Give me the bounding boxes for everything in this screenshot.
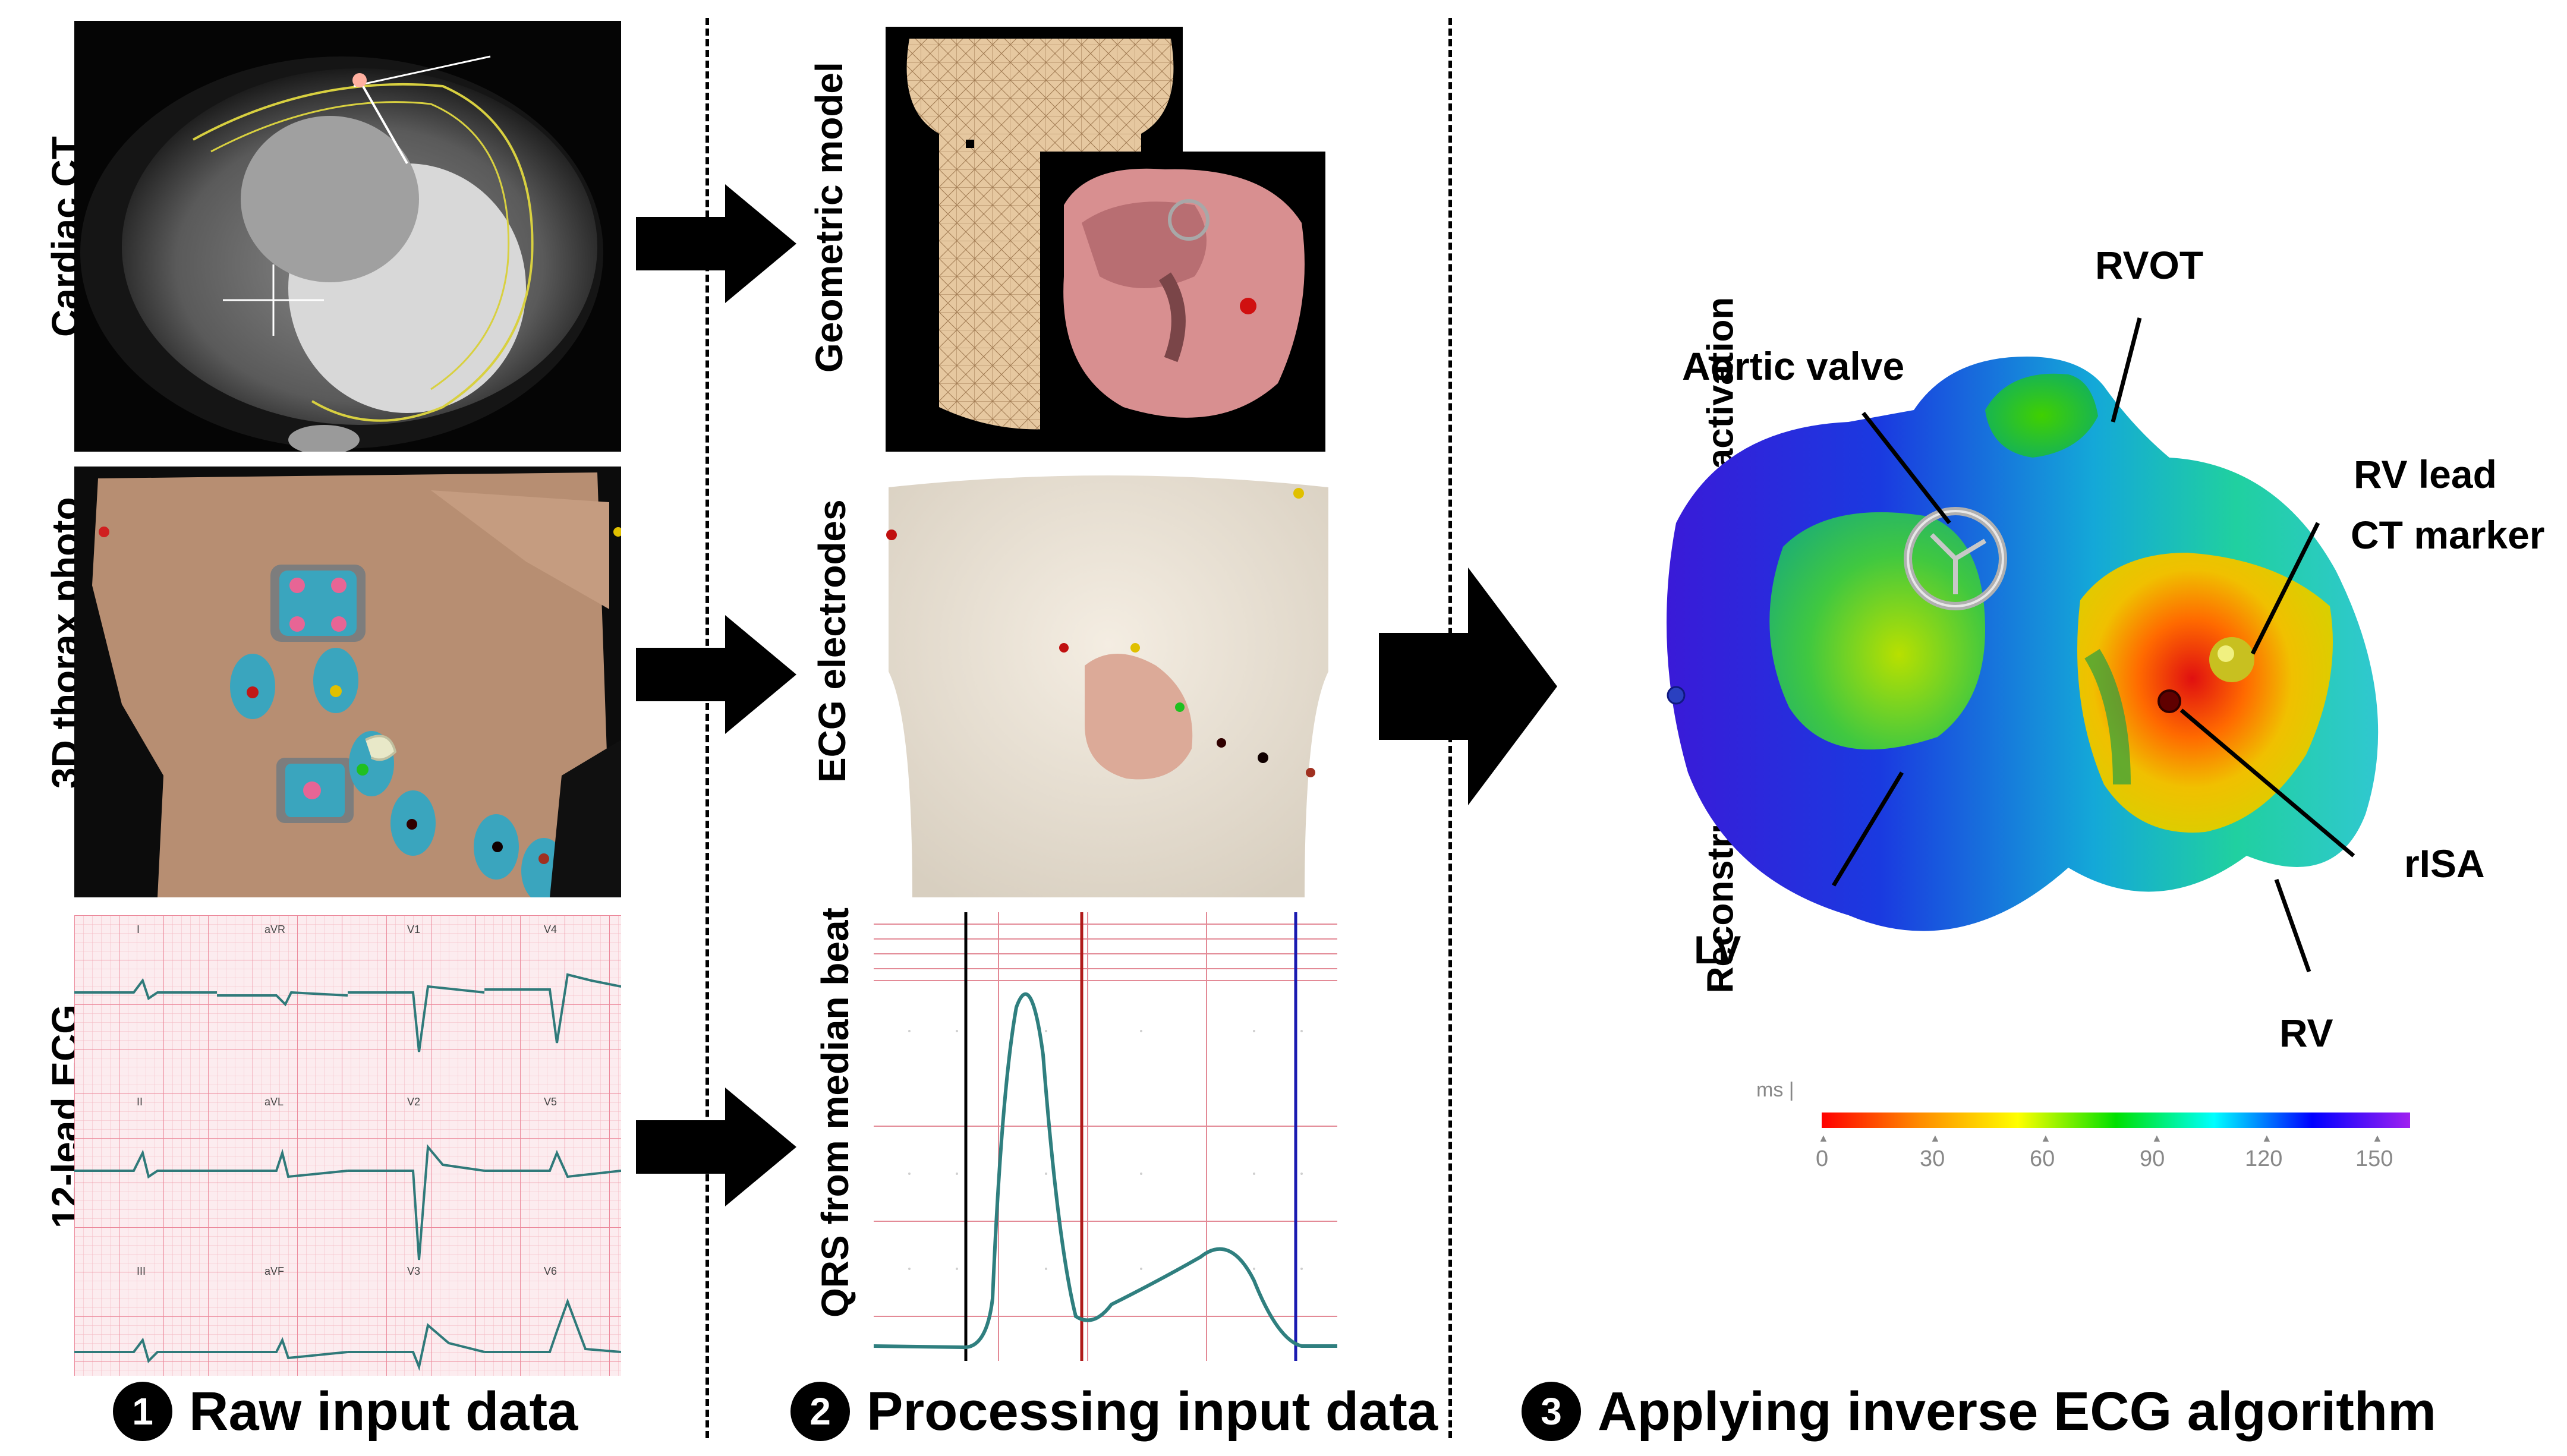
- ecg-lead-label: aVL: [264, 1096, 284, 1108]
- colorbar: [1822, 1113, 2410, 1128]
- geometric-model-image: [886, 27, 1325, 452]
- colorbar-tick-label: 150: [2355, 1146, 2393, 1171]
- ecg-lead-label: V6: [544, 1265, 557, 1277]
- annotation-ct-marker: CT marker: [2351, 513, 2545, 557]
- ecg-electrodes-image: [877, 469, 1340, 897]
- thorax-photo-image: [74, 467, 621, 897]
- ecg-lead-label: aVF: [264, 1265, 284, 1277]
- annotation-lv: LV: [1694, 928, 1741, 972]
- column-divider: [705, 18, 709, 1438]
- annotation-risa: rISA: [2404, 842, 2485, 885]
- colorbar-tick-mark: ▲: [2372, 1132, 2383, 1144]
- geometric-model-label: Geometric model: [808, 62, 851, 373]
- qrs-median-beat-label: QRS from median beat: [814, 907, 856, 1318]
- ecg-lead-label: II: [137, 1096, 143, 1108]
- colorbar-tick-label: 120: [2245, 1146, 2283, 1171]
- colorbar-tick-mark: ▲: [1930, 1132, 1941, 1144]
- section-number-badge: 3: [1522, 1382, 1581, 1441]
- ecg-12-lead-image: I aVR V1 V4 II aVL V2 V5 III aVF V3 V6: [74, 915, 621, 1376]
- arrow-right-icon: [636, 1088, 796, 1206]
- annotation-leader-lines: [1832, 317, 2355, 973]
- annotation-rv-lead: RV lead: [2354, 452, 2497, 496]
- colorbar-tick-mark: ▲: [2040, 1132, 2051, 1144]
- arrow-right-icon: [636, 615, 796, 734]
- ecg-lead-label: aVR: [264, 924, 285, 935]
- colorbar-tick-mark: ▲: [2152, 1132, 2162, 1144]
- section-3-title: 3 Applying inverse ECG algorithm: [1522, 1376, 2436, 1447]
- column-divider: [1448, 18, 1452, 1438]
- section-2-title: 2 Processing input data: [790, 1376, 1438, 1447]
- ecg-lead-label: V3: [407, 1265, 420, 1277]
- section-number-badge: 1: [113, 1382, 172, 1441]
- ecg-lead-label: I: [137, 924, 140, 935]
- colorbar-tick-label: 0: [1816, 1146, 1829, 1171]
- colorbar-tick-mark: ▲: [1818, 1132, 1829, 1144]
- qrs-median-beat-image: [874, 912, 1337, 1361]
- annotation-rvot: RVOT: [2095, 243, 2204, 287]
- colorbar-unit: ms |: [1756, 1079, 1794, 1101]
- section-title-text: Processing input data: [867, 1381, 1438, 1442]
- ecg-lead-label: V2: [407, 1096, 420, 1108]
- colorbar-ticks: 0 30 60 90 120 150 ▲ ▲ ▲ ▲ ▲ ▲: [1816, 1132, 2410, 1180]
- ecg-lead-label: V1: [407, 924, 420, 935]
- annotation-rv: RV: [2279, 1011, 2333, 1055]
- annotation-aortic-valve: Aortic valve: [1682, 344, 1905, 388]
- colorbar-tick-label: 60: [2030, 1146, 2055, 1171]
- ecg-lead-label: V5: [544, 1096, 557, 1108]
- ecg-lead-label: V4: [544, 924, 557, 935]
- section-number-badge: 2: [790, 1382, 850, 1441]
- colorbar-tick-label: 30: [1920, 1146, 1945, 1171]
- section-title-text: Applying inverse ECG algorithm: [1598, 1381, 2436, 1442]
- arrow-right-icon: [636, 184, 796, 303]
- arrow-right-icon: [1379, 568, 1557, 805]
- ventricular-activation-map: [1652, 321, 2419, 1064]
- cardiac-ct-image: [74, 21, 621, 452]
- section-title-text: Raw input data: [189, 1381, 578, 1442]
- colorbar-tick-label: 90: [2140, 1146, 2165, 1171]
- colorbar-tick-mark: ▲: [2262, 1132, 2272, 1144]
- ecg-lead-label: III: [137, 1265, 146, 1277]
- section-1-title: 1 Raw input data: [113, 1376, 578, 1447]
- ecg-electrodes-label: ECG electrodes: [811, 499, 853, 783]
